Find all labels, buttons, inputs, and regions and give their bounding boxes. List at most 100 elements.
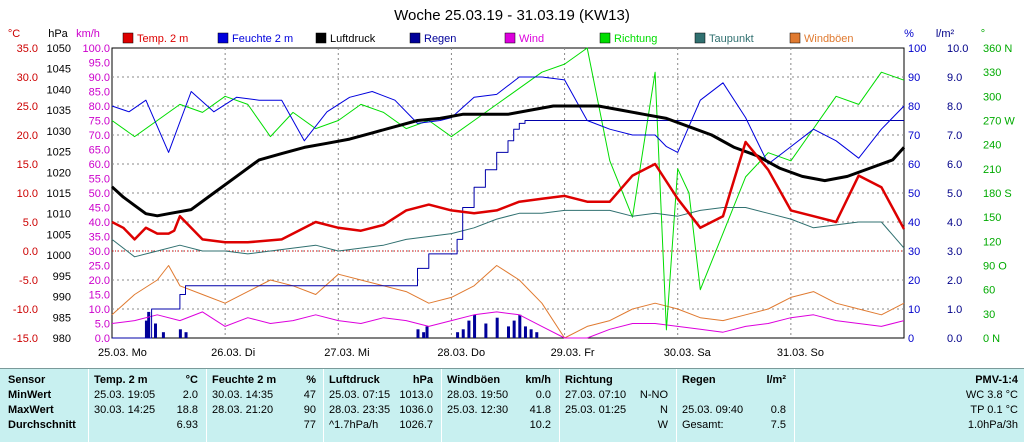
direction-tick-label: 150 bbox=[983, 212, 1001, 224]
unit-label: hPa bbox=[48, 28, 68, 40]
x-tick-label: 29.03. Fr bbox=[551, 347, 595, 359]
temp-tick-label: -5.0 bbox=[19, 275, 38, 287]
table-cell: W bbox=[657, 419, 668, 431]
wind-tick-label: 10.0 bbox=[89, 304, 110, 316]
axis-ticks: 35.0 30.0 25.0 20.0 15.0 10.0 5.0 0.0 -5.0 -10.0 -… bbox=[13, 43, 1015, 359]
unit-label: ° bbox=[981, 28, 985, 40]
pressure-tick-label: 995 bbox=[53, 271, 71, 283]
weather-chart: Woche 25.03.19 - 31.03.19 (KW13) Temp. 2… bbox=[7, 7, 1016, 359]
temp-tick-label: 0.0 bbox=[23, 246, 38, 258]
series-temp-2-m bbox=[111, 140, 906, 244]
pressure-tick-label: 1025 bbox=[47, 147, 71, 159]
legend-label: Richtung bbox=[614, 33, 657, 45]
table-cell: 25.03. 01:25 bbox=[565, 404, 627, 416]
table-cell: 0.0 bbox=[535, 389, 551, 401]
pressure-tick-label: 1000 bbox=[47, 250, 71, 262]
wind-tick-label: 90.0 bbox=[89, 72, 110, 84]
table-cell: 25.03. 07:15 bbox=[329, 389, 391, 401]
table-cell: 90 bbox=[303, 404, 316, 416]
table-cell: 28.03. 19:50 bbox=[447, 389, 509, 401]
table-cell: 1036.0 bbox=[399, 404, 433, 416]
rain-bar bbox=[416, 329, 420, 338]
temp-tick-label: 25.0 bbox=[17, 101, 38, 113]
table-cell: 0.8 bbox=[770, 404, 786, 416]
temp-tick-label: 5.0 bbox=[23, 217, 38, 229]
temp-tick-label: -15.0 bbox=[13, 333, 38, 345]
table-cell: MaxWert bbox=[8, 404, 54, 416]
table-cell: Luftdruck bbox=[329, 374, 380, 386]
humidity-tick-label: 80 bbox=[908, 101, 920, 113]
table-cell: Windböen bbox=[447, 374, 501, 386]
series-layer bbox=[110, 47, 906, 339]
wind-tick-label: 30.0 bbox=[89, 246, 110, 258]
unit-label: % bbox=[904, 28, 914, 40]
pressure-tick-label: 1020 bbox=[47, 167, 71, 179]
table-cell: 10.2 bbox=[529, 419, 551, 431]
rain-bar bbox=[529, 329, 533, 338]
direction-tick-label: 270 W bbox=[983, 116, 1015, 128]
rain-tick-label: 6.0 bbox=[947, 159, 962, 171]
pressure-tick-label: 1050 bbox=[47, 43, 71, 55]
rain-bar bbox=[153, 323, 157, 338]
table-cell: Richtung bbox=[565, 374, 613, 386]
x-tick-label: 27.03. Mi bbox=[324, 347, 369, 359]
series-wind bbox=[111, 311, 905, 339]
axis-unit-labels: °C hPa km/h% l/m² ° bbox=[8, 28, 985, 40]
wind-tick-label: 15.0 bbox=[89, 290, 110, 302]
temp-tick-label: 20.0 bbox=[17, 130, 38, 142]
rain-bar bbox=[461, 329, 465, 338]
legend-label: Wind bbox=[519, 33, 544, 45]
humidity-tick-label: 100 bbox=[908, 43, 926, 55]
table-cell: 1013.0 bbox=[399, 389, 433, 401]
table-cell: 30.03. 14:25 bbox=[94, 404, 156, 416]
table-cell: 6.93 bbox=[176, 419, 198, 431]
table-cell: km/h bbox=[525, 374, 551, 386]
x-tick-label: 31.03. So bbox=[777, 347, 824, 359]
temp-tick-label: 35.0 bbox=[17, 43, 38, 55]
x-tick-label: 30.03. Sa bbox=[664, 347, 712, 359]
humidity-tick-label: 90 bbox=[908, 72, 920, 84]
rain-bar bbox=[425, 326, 429, 338]
pressure-tick-label: 980 bbox=[53, 333, 71, 345]
legend-swatch bbox=[504, 32, 516, 44]
rain-bar bbox=[473, 314, 477, 338]
pressure-tick-label: 1010 bbox=[47, 209, 71, 221]
direction-tick-label: 60 bbox=[983, 285, 995, 297]
series-windb-en bbox=[111, 265, 905, 339]
pressure-tick-label: 1045 bbox=[47, 64, 71, 76]
direction-tick-label: 30 bbox=[983, 309, 995, 321]
table-cell: hPa bbox=[412, 374, 433, 386]
direction-tick-label: 360 N bbox=[983, 43, 1012, 55]
temp-tick-label: 10.0 bbox=[17, 188, 38, 200]
table-cell: 2.0 bbox=[182, 389, 198, 401]
table-cell: 28.03. 23:35 bbox=[329, 404, 391, 416]
wind-tick-label: 5.0 bbox=[95, 319, 110, 331]
chart-legend: Temp. 2 m Feuchte 2 m Luftdruck Regen Wind Ri… bbox=[122, 32, 854, 45]
table-cell: 25.03. 19:05 bbox=[94, 389, 156, 401]
rain-tick-label: 2.0 bbox=[947, 275, 962, 287]
direction-tick-label: 210 bbox=[983, 164, 1001, 176]
rain-tick-label: 5.0 bbox=[947, 188, 962, 200]
wind-tick-label: 55.0 bbox=[89, 174, 110, 186]
humidity-tick-label: 30 bbox=[908, 246, 920, 258]
humidity-tick-label: 60 bbox=[908, 159, 920, 171]
rain-tick-label: 10.0 bbox=[947, 43, 968, 55]
rain-bar bbox=[484, 323, 488, 338]
wind-tick-label: 100.0 bbox=[82, 43, 110, 55]
series-feuchte-2-m bbox=[111, 76, 905, 165]
summary-table: Sensor Temp. 2 m °C Feuchte 2 m% Luftdruck hP… bbox=[0, 368, 1024, 442]
unit-label: °C bbox=[8, 28, 20, 40]
rain-bar bbox=[178, 329, 182, 338]
rain-bar bbox=[512, 320, 516, 338]
humidity-tick-label: 50 bbox=[908, 188, 920, 200]
rain-tick-label: 8.0 bbox=[947, 101, 962, 113]
table-cell: °C bbox=[185, 374, 198, 386]
pressure-tick-label: 1040 bbox=[47, 84, 71, 96]
legend-swatch bbox=[789, 32, 801, 44]
table-cell: 28.03. 21:20 bbox=[212, 404, 274, 416]
pressure-tick-label: 1015 bbox=[47, 188, 71, 200]
wind-tick-label: 65.0 bbox=[89, 145, 110, 157]
chart-title: Woche 25.03.19 - 31.03.19 (KW13) bbox=[394, 7, 630, 24]
wind-tick-label: 25.0 bbox=[89, 261, 110, 273]
humidity-tick-label: 0 bbox=[908, 333, 914, 345]
